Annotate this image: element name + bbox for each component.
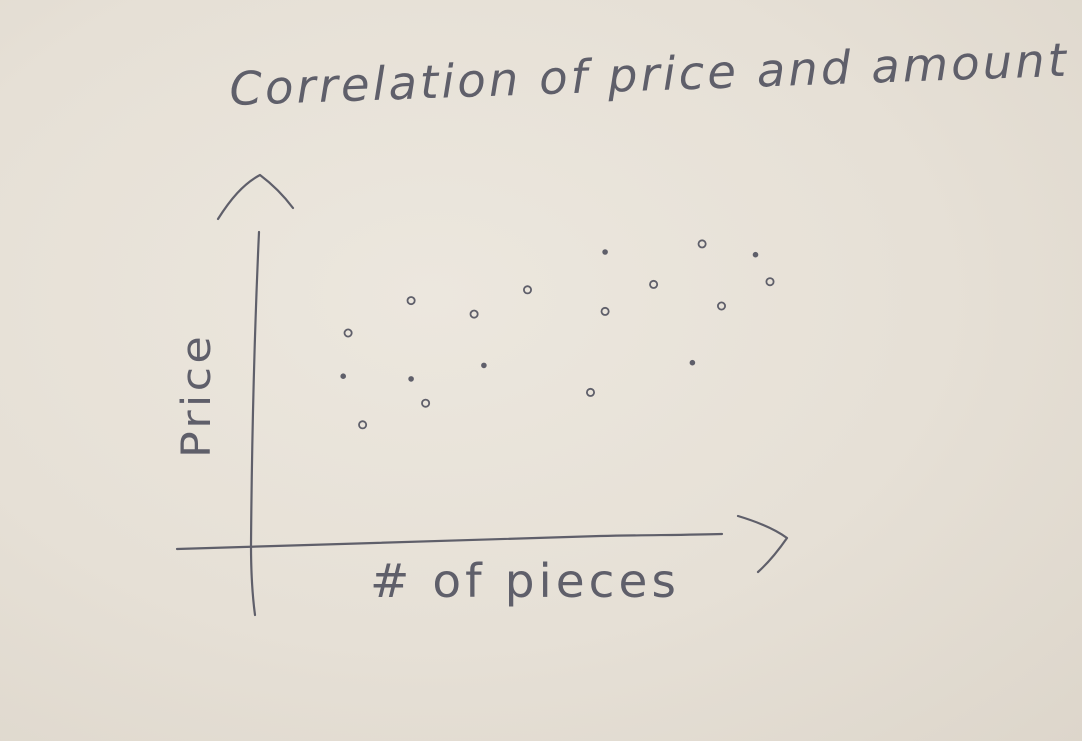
y-axis-arrowhead <box>216 173 295 221</box>
data-point <box>586 387 596 397</box>
data-point <box>469 309 479 319</box>
data-point <box>689 359 696 366</box>
scatter-points <box>340 239 775 430</box>
data-point <box>340 373 347 380</box>
chart-title: Correlation of price and amount <box>228 33 1069 116</box>
data-point <box>481 362 487 369</box>
x-axis-label: # of pieces <box>370 554 680 608</box>
y-axis-line <box>249 230 261 617</box>
data-point <box>358 420 368 430</box>
data-point <box>343 328 353 338</box>
data-point <box>406 296 416 306</box>
data-point <box>602 249 608 255</box>
data-point <box>649 279 659 289</box>
data-point <box>717 301 727 311</box>
data-point <box>421 398 431 408</box>
data-point <box>752 251 759 258</box>
data-point <box>523 285 533 295</box>
x-axis-arrowhead <box>736 514 789 574</box>
data-point <box>765 277 775 287</box>
y-axis-label: Price <box>174 333 220 458</box>
data-point <box>408 376 414 382</box>
data-point <box>697 239 707 249</box>
data-point <box>600 306 610 316</box>
x-axis-line <box>175 532 724 551</box>
